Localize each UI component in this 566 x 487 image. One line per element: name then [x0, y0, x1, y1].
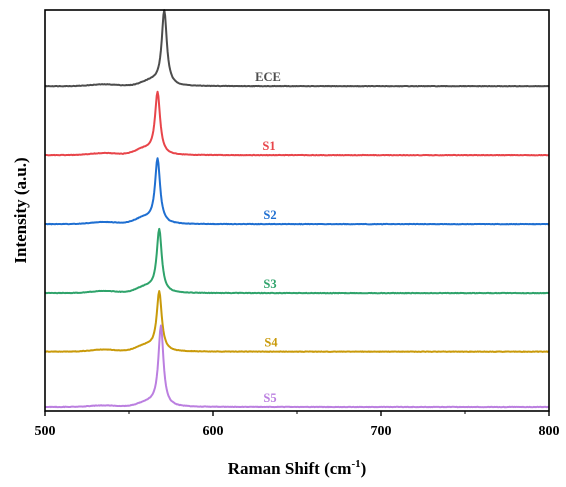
series-line-s3	[44, 227, 550, 295]
y-axis-title: Intensity (a.u.)	[11, 157, 30, 263]
x-axis-title-suffix: )	[361, 459, 367, 478]
series-layer	[44, 9, 550, 409]
series-line-s2	[44, 157, 550, 226]
x-axis-title-superscript: -1	[351, 458, 360, 470]
series-line-s4	[44, 290, 550, 353]
series-label-s1: S1	[262, 139, 275, 153]
series-label-s3: S3	[263, 277, 276, 291]
series-line-s1	[44, 90, 550, 157]
x-tick-label: 600	[203, 424, 224, 439]
series-label-s4: S4	[264, 336, 278, 350]
series-label-s5: S5	[263, 391, 276, 405]
series-line-s5	[44, 324, 550, 409]
series-label-s2: S2	[263, 208, 276, 222]
series-line-ece	[44, 9, 550, 88]
x-tick-label: 800	[539, 424, 560, 439]
x-tick-label: 500	[35, 424, 56, 439]
tick-layer: 500 600 700 800	[35, 411, 560, 439]
series-label-ece: ECE	[255, 70, 281, 84]
x-tick-label: 700	[371, 424, 392, 439]
label-layer: ECE S1 S2 S3 S4 S5	[255, 70, 281, 405]
x-axis-title: Raman Shift (cm-1)	[228, 458, 367, 478]
x-axis-title-main: Raman Shift (cm	[228, 459, 352, 478]
